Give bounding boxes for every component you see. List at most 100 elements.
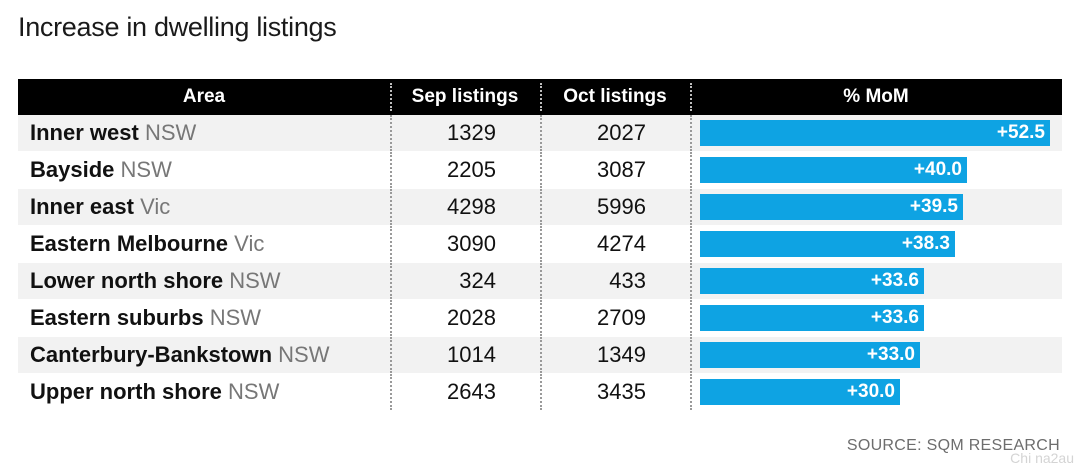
area-name: Inner east [30, 194, 134, 219]
column-divider [540, 337, 542, 373]
column-divider [390, 300, 392, 336]
mom-bar: +40.0 [700, 157, 967, 183]
area-state: NSW [229, 268, 281, 293]
column-divider [390, 374, 392, 410]
oct-listings-cell: 1349 [597, 342, 646, 367]
column-header-oct-listings: Oct listings [563, 86, 667, 107]
area-cell: Inner west NSW [30, 115, 196, 151]
table-row: Eastern suburbs NSW 2028 2709 +33.6 [18, 300, 1062, 337]
column-divider [540, 374, 542, 410]
sep-listings-cell: 2028 [447, 305, 496, 330]
column-divider [690, 115, 692, 151]
mom-bar: +30.0 [700, 379, 900, 405]
table-body: Inner west NSW 1329 2027 +52.5 Bayside NSW 22… [18, 115, 1062, 411]
oct-listings-cell: 2709 [597, 305, 646, 330]
area-name: Eastern suburbs [30, 305, 204, 330]
area-cell: Eastern Melbourne Vic [30, 226, 264, 262]
table-row: Lower north shore NSW 324 433 +33.6 [18, 263, 1062, 300]
mom-bar: +38.3 [700, 231, 955, 257]
mom-bar: +33.6 [700, 305, 924, 331]
column-divider [390, 152, 392, 188]
table-row: Inner east Vic 4298 5996 +39.5 [18, 189, 1062, 226]
column-header-mom: % MoM [843, 86, 909, 107]
area-cell: Canterbury-Bankstown NSW [30, 337, 330, 373]
column-divider [690, 300, 692, 336]
mom-bar-label: +38.3 [901, 233, 950, 254]
column-divider [540, 115, 542, 151]
mom-bar-label: +52.5 [996, 122, 1045, 143]
mom-bar: +33.6 [700, 268, 924, 294]
column-divider [390, 115, 392, 151]
column-divider [540, 83, 542, 111]
column-divider [690, 337, 692, 373]
area-state: NSW [120, 157, 172, 182]
oct-listings-cell: 2027 [597, 120, 646, 145]
column-divider [540, 300, 542, 336]
area-cell: Inner east Vic [30, 189, 170, 225]
area-cell: Eastern suburbs NSW [30, 300, 261, 336]
area-state: NSW [144, 120, 197, 145]
column-divider [690, 263, 692, 299]
column-divider [690, 226, 692, 262]
oct-listings-cell: 4274 [597, 231, 646, 256]
area-state: NSW [278, 342, 330, 367]
mom-bar-label: +33.6 [870, 307, 919, 328]
column-header-sep-listings: Sep listings [411, 86, 519, 107]
area-name: Inner west [30, 120, 139, 145]
mom-bar-label: +33.6 [870, 270, 919, 291]
sep-listings-cell: 2643 [447, 379, 496, 404]
area-state: Vic [234, 231, 265, 256]
oct-listings-cell: 3435 [597, 379, 646, 404]
sep-listings-cell: 324 [459, 268, 496, 293]
mom-bar: +33.0 [700, 342, 920, 368]
area-name: Bayside [30, 157, 115, 182]
watermark: Chi na2au [1010, 450, 1074, 466]
column-divider [390, 337, 392, 373]
column-divider [540, 152, 542, 188]
column-divider [690, 152, 692, 188]
column-divider [540, 226, 542, 262]
column-divider [390, 226, 392, 262]
listings-table: Area Sep listings Oct listings % MoM Inn… [18, 79, 1062, 411]
sep-listings-cell: 4298 [447, 194, 496, 219]
area-cell: Lower north shore NSW [30, 263, 281, 299]
column-divider [390, 263, 392, 299]
table-header: Area Sep listings Oct listings % MoM [18, 79, 1062, 115]
area-name: Upper north shore [30, 379, 222, 404]
table-row: Eastern Melbourne Vic 3090 4274 +38.3 [18, 226, 1062, 263]
column-divider [540, 189, 542, 225]
area-name: Eastern Melbourne [30, 231, 229, 256]
area-cell: Upper north shore NSW [30, 374, 279, 410]
mom-bar-label: +33.0 [866, 344, 915, 365]
column-divider [390, 83, 392, 111]
column-divider [690, 374, 692, 410]
oct-listings-cell: 433 [609, 268, 646, 293]
sep-listings-cell: 1014 [447, 342, 496, 367]
sep-listings-cell: 2205 [447, 157, 496, 182]
area-name: Lower north shore [30, 268, 224, 293]
area-state: Vic [140, 194, 171, 219]
table-row: Inner west NSW 1329 2027 +52.5 [18, 115, 1062, 152]
mom-bar: +39.5 [700, 194, 963, 220]
column-divider [690, 83, 692, 111]
table-row: Canterbury-Bankstown NSW 1014 1349 +33.0 [18, 337, 1062, 374]
area-name: Canterbury-Bankstown [30, 342, 273, 367]
sep-listings-cell: 1329 [447, 120, 496, 145]
table-row: Upper north shore NSW 2643 3435 +30.0 [18, 374, 1062, 411]
table-row: Bayside NSW 2205 3087 +40.0 [18, 152, 1062, 189]
area-cell: Bayside NSW [30, 152, 172, 188]
column-divider [540, 263, 542, 299]
column-divider [390, 189, 392, 225]
source-note: SOURCE: SQM RESEARCH [846, 437, 1060, 454]
column-divider [690, 189, 692, 225]
mom-bar-label: +39.5 [909, 196, 958, 217]
sep-listings-cell: 3090 [447, 231, 496, 256]
chart-title: Increase in dwelling listings [18, 12, 337, 42]
mom-bar-label: +30.0 [846, 381, 895, 402]
area-state: NSW [228, 379, 280, 404]
area-state: NSW [209, 305, 262, 330]
mom-bar-label: +40.0 [913, 159, 962, 180]
oct-listings-cell: 5996 [597, 194, 646, 219]
mom-bar: +52.5 [700, 120, 1050, 146]
oct-listings-cell: 3087 [597, 157, 646, 182]
